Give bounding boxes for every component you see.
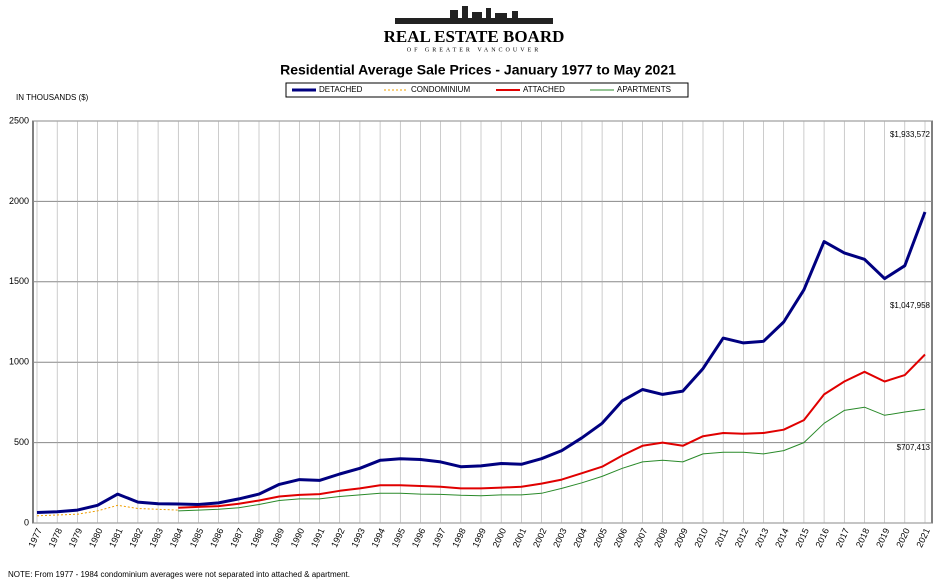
x-tick-label: 2019 [874, 527, 892, 549]
y-tick-label: 1500 [9, 276, 29, 286]
x-tick-label: 1988 [248, 527, 266, 549]
x-tick-label: 2014 [773, 527, 791, 549]
x-tick-label: 1997 [430, 527, 448, 549]
annotation: $1,047,958 [890, 301, 931, 310]
logo-skyline [395, 6, 553, 24]
y-axis-label: IN THOUSANDS ($) [16, 93, 89, 102]
x-tick-label: 2004 [571, 527, 589, 549]
x-tick-label: 2010 [692, 527, 710, 549]
chart-title: Residential Average Sale Prices - Januar… [280, 62, 676, 78]
x-tick-label: 2003 [551, 527, 569, 549]
x-tick-label: 1994 [370, 527, 388, 549]
x-tick-label: 1991 [309, 527, 327, 549]
x-tick-label: 2000 [491, 527, 509, 549]
legend-label: DETACHED [319, 85, 363, 94]
x-tick-label: 1993 [349, 527, 367, 549]
series-line [178, 406, 926, 512]
x-tick-label: 1979 [67, 527, 85, 549]
x-tick-label: 1986 [208, 527, 226, 549]
x-tick-label: 1999 [470, 527, 488, 549]
annotation: $1,933,572 [890, 130, 931, 139]
x-tick-label: 1981 [107, 527, 125, 549]
x-tick-label: 2011 [713, 527, 730, 549]
x-tick-label: 1977 [26, 527, 44, 549]
x-tick-label: 2018 [854, 527, 872, 549]
x-tick-label: 2001 [511, 527, 529, 549]
x-tick-label: 1984 [168, 527, 186, 549]
x-tick-label: 1983 [148, 527, 166, 549]
x-tick-label: 1996 [410, 527, 428, 549]
x-tick-label: 1989 [269, 527, 287, 549]
y-tick-label: 500 [14, 437, 29, 447]
legend-box [285, 82, 689, 98]
y-tick-label: 2500 [9, 115, 29, 125]
x-tick-label: 2012 [733, 527, 751, 549]
x-tick-label: 1987 [228, 527, 246, 549]
x-tick-label: 1992 [329, 527, 347, 549]
note: NOTE: From 1977 - 1984 condominium avera… [8, 570, 350, 579]
legend-label: CONDOMINIUM [411, 85, 470, 94]
series-line [36, 211, 927, 514]
x-tick-label: 2008 [652, 527, 670, 549]
x-tick-label: 1990 [289, 527, 307, 549]
y-tick-label: 1000 [9, 357, 29, 367]
x-tick-label: 2017 [834, 527, 852, 549]
x-tick-label: 2002 [531, 527, 549, 549]
plot-frame [32, 120, 933, 524]
legend-label: APARTMENTS [617, 85, 671, 94]
x-tick-label: 1998 [450, 527, 468, 549]
x-tick-label: 1978 [47, 527, 65, 549]
logo-sub: OF GREATER VANCOUVER [407, 47, 541, 53]
x-tick-label: 1985 [188, 527, 206, 549]
x-tick-label: 1995 [390, 527, 408, 549]
x-tick-label: 2021 [914, 527, 932, 549]
x-tick-label: 2006 [612, 527, 630, 549]
x-tick-label: 2015 [793, 527, 811, 549]
x-tick-label: 2009 [672, 527, 690, 549]
logo: REAL ESTATE BOARD [384, 27, 565, 46]
x-tick-label: 2020 [894, 527, 912, 549]
x-tick-label: 2013 [753, 527, 771, 549]
legend-label: ATTACHED [523, 85, 565, 94]
x-tick-label: 1982 [127, 527, 145, 549]
x-tick-label: 2007 [632, 527, 650, 549]
y-tick-label: 2000 [9, 196, 29, 206]
series-line [178, 353, 926, 509]
x-tick-label: 2016 [814, 527, 832, 549]
y-tick-label: 0 [24, 517, 29, 527]
annotation: $707,413 [897, 443, 931, 452]
x-tick-label: 1980 [87, 527, 105, 549]
x-tick-label: 2005 [592, 527, 610, 549]
